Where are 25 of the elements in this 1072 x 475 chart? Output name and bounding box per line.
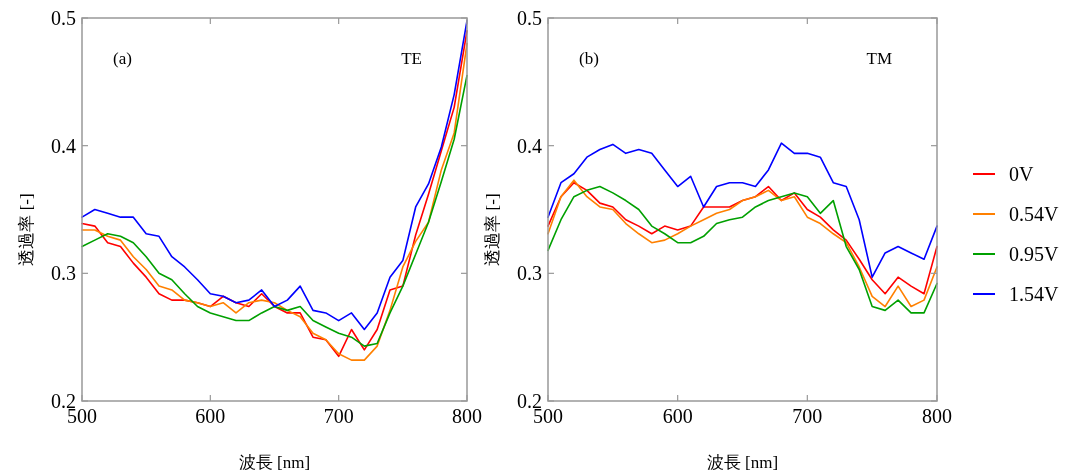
legend-label: 0.95V [1009, 243, 1059, 265]
x-tick-label: 700 [792, 405, 823, 427]
x-tick-label: 600 [662, 405, 693, 427]
x-axis-title: 波長 [nm] [706, 453, 779, 472]
line-series [547, 142, 938, 278]
y-tick-label: 0.3 [517, 262, 542, 285]
annotation: (b) [579, 49, 599, 68]
x-tick-label: 800 [922, 405, 952, 427]
x-axis-title: 波長 [nm] [238, 453, 311, 472]
annotation: TM [866, 49, 892, 68]
x-tick-label: 600 [195, 405, 226, 427]
annotation: (a) [113, 49, 132, 68]
annotation: TE [401, 49, 422, 68]
legend-label: 0V [1009, 163, 1034, 185]
y-tick-label: 0.5 [51, 7, 76, 29]
y-tick-label: 0.5 [517, 7, 542, 29]
y-tick-label: 0.4 [51, 134, 76, 157]
y-axis-title: 透過率 [-] [17, 193, 36, 266]
y-axis-title: 透過率 [-] [483, 193, 502, 266]
x-tick-label: 800 [452, 405, 482, 427]
legend-label: 0.54V [1009, 203, 1059, 225]
legend-label: 1.54V [1009, 283, 1059, 305]
y-tick-label: 0.4 [517, 134, 542, 157]
x-tick-label: 700 [323, 405, 354, 427]
y-tick-label: 0.3 [51, 262, 76, 285]
